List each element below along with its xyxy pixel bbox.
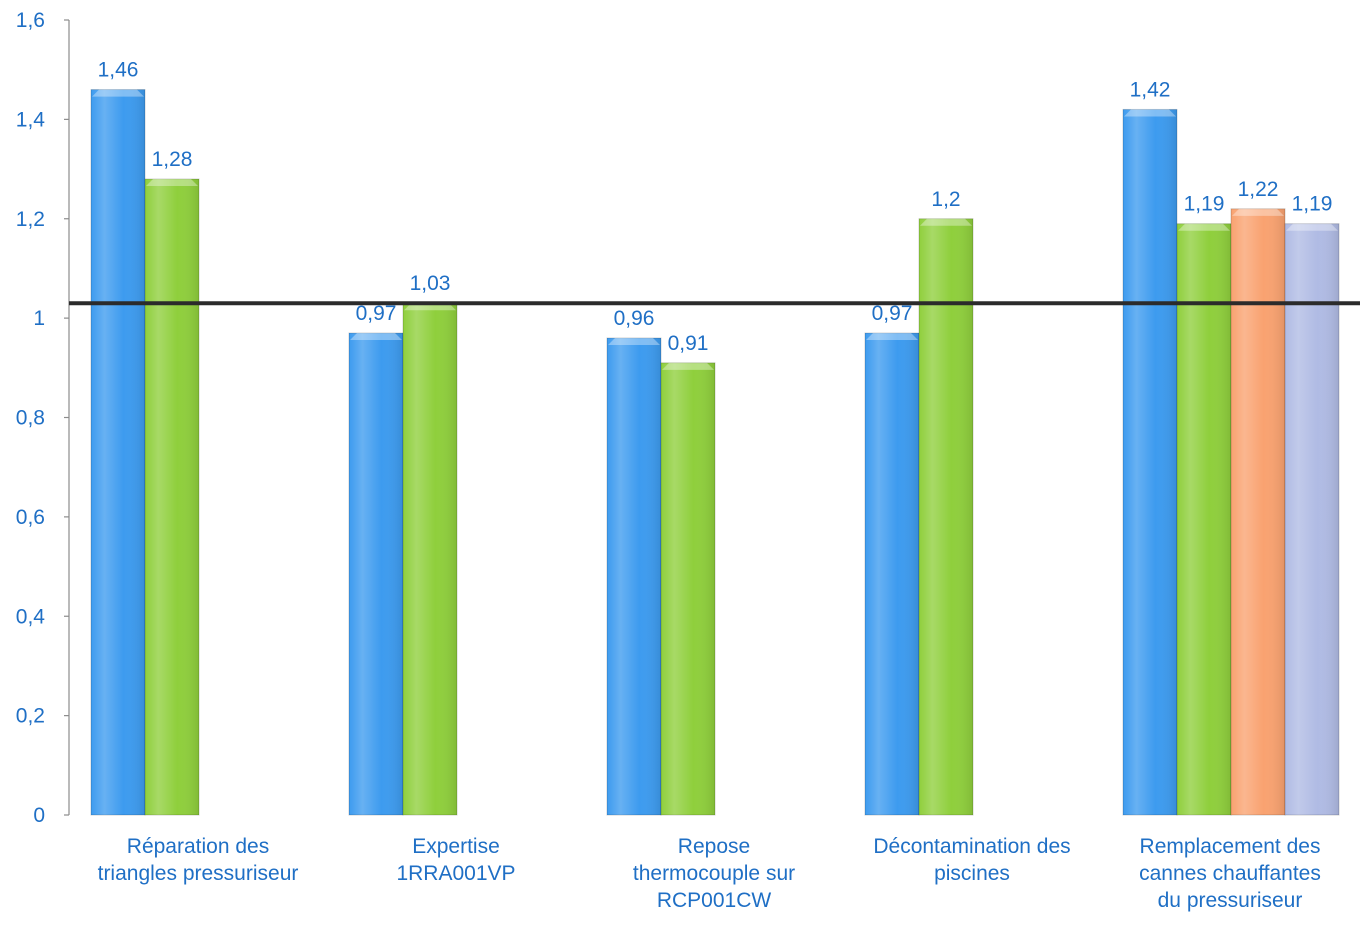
bar-shine	[91, 89, 145, 815]
bar-shine	[1123, 109, 1177, 815]
y-tick-label: 1	[33, 307, 45, 330]
category-labels: Réparation des triangles pressuriseur Expe…	[98, 835, 1321, 912]
y-tick-label: 0,8	[16, 407, 45, 430]
bar-bevel	[350, 333, 402, 341]
data-label: 1,42	[1130, 78, 1171, 101]
bar-bevel	[1286, 223, 1338, 231]
y-axis-ticks: 0 0,2 0,4 0,6 0,8 1 1,2 1,4 1,6	[16, 9, 69, 827]
bar-bevel	[920, 218, 972, 226]
bar-bevel	[146, 179, 198, 186]
category-label: Remplacement des	[1140, 835, 1321, 858]
y-tick-label: 0,4	[16, 605, 46, 628]
category-label: Réparation des	[127, 835, 269, 858]
category-label: Expertise	[412, 835, 500, 858]
data-label: 1,19	[1292, 193, 1333, 216]
y-tick-label: 0,6	[16, 506, 45, 529]
bar-bevel	[1178, 223, 1230, 231]
y-tick-label: 1,4	[16, 108, 46, 131]
data-label: 1,03	[410, 272, 451, 295]
category-label: RCP001CW	[657, 889, 772, 912]
bar-bevel	[662, 362, 714, 370]
bar-bevel	[1232, 208, 1284, 216]
bar-shine	[1285, 223, 1339, 815]
bar-shine	[1177, 223, 1231, 815]
data-label: 1,19	[1184, 193, 1225, 216]
category-label: Décontamination des	[873, 835, 1070, 858]
data-labels: 1,46 1,28 0,97 1,03 0,96 0,91 0,97 1,2 1,42 1,19 1…	[98, 59, 1333, 355]
bar-shine	[607, 338, 661, 815]
category-label: 1RRA001VP	[396, 862, 515, 885]
bar-bevel	[92, 89, 144, 97]
bar-shine	[145, 179, 199, 815]
y-tick-label: 0	[33, 804, 45, 827]
data-label: 1,46	[98, 59, 139, 82]
bar-bevel	[608, 338, 660, 345]
y-tick-label: 0,2	[16, 705, 45, 728]
bar-bevel	[1124, 109, 1176, 117]
y-tick-label: 1,2	[16, 208, 45, 231]
category-label: Repose	[678, 835, 750, 858]
bars	[90, 89, 1340, 816]
data-label: 0,96	[614, 307, 655, 330]
data-label: 1,22	[1238, 178, 1279, 201]
bar-shine	[349, 333, 403, 815]
category-label: du pressuriseur	[1158, 889, 1303, 912]
bar-shine	[919, 218, 973, 815]
bar-shine	[661, 362, 715, 815]
data-label: 1,28	[152, 148, 193, 171]
y-tick-label: 1,6	[16, 9, 45, 32]
bar-bevel	[866, 333, 918, 341]
data-label: 0,97	[872, 302, 913, 325]
data-label: 1,2	[931, 188, 960, 211]
bar-shine	[865, 333, 919, 815]
bar-shine	[403, 303, 457, 815]
category-label: triangles pressuriseur	[98, 862, 299, 885]
data-label: 0,97	[356, 302, 397, 325]
category-label: thermocouple sur	[633, 862, 795, 885]
category-label: piscines	[934, 862, 1010, 885]
category-label: cannes chauffantes	[1139, 862, 1321, 885]
data-label: 0,91	[668, 332, 709, 355]
bar-shine	[1231, 208, 1285, 815]
